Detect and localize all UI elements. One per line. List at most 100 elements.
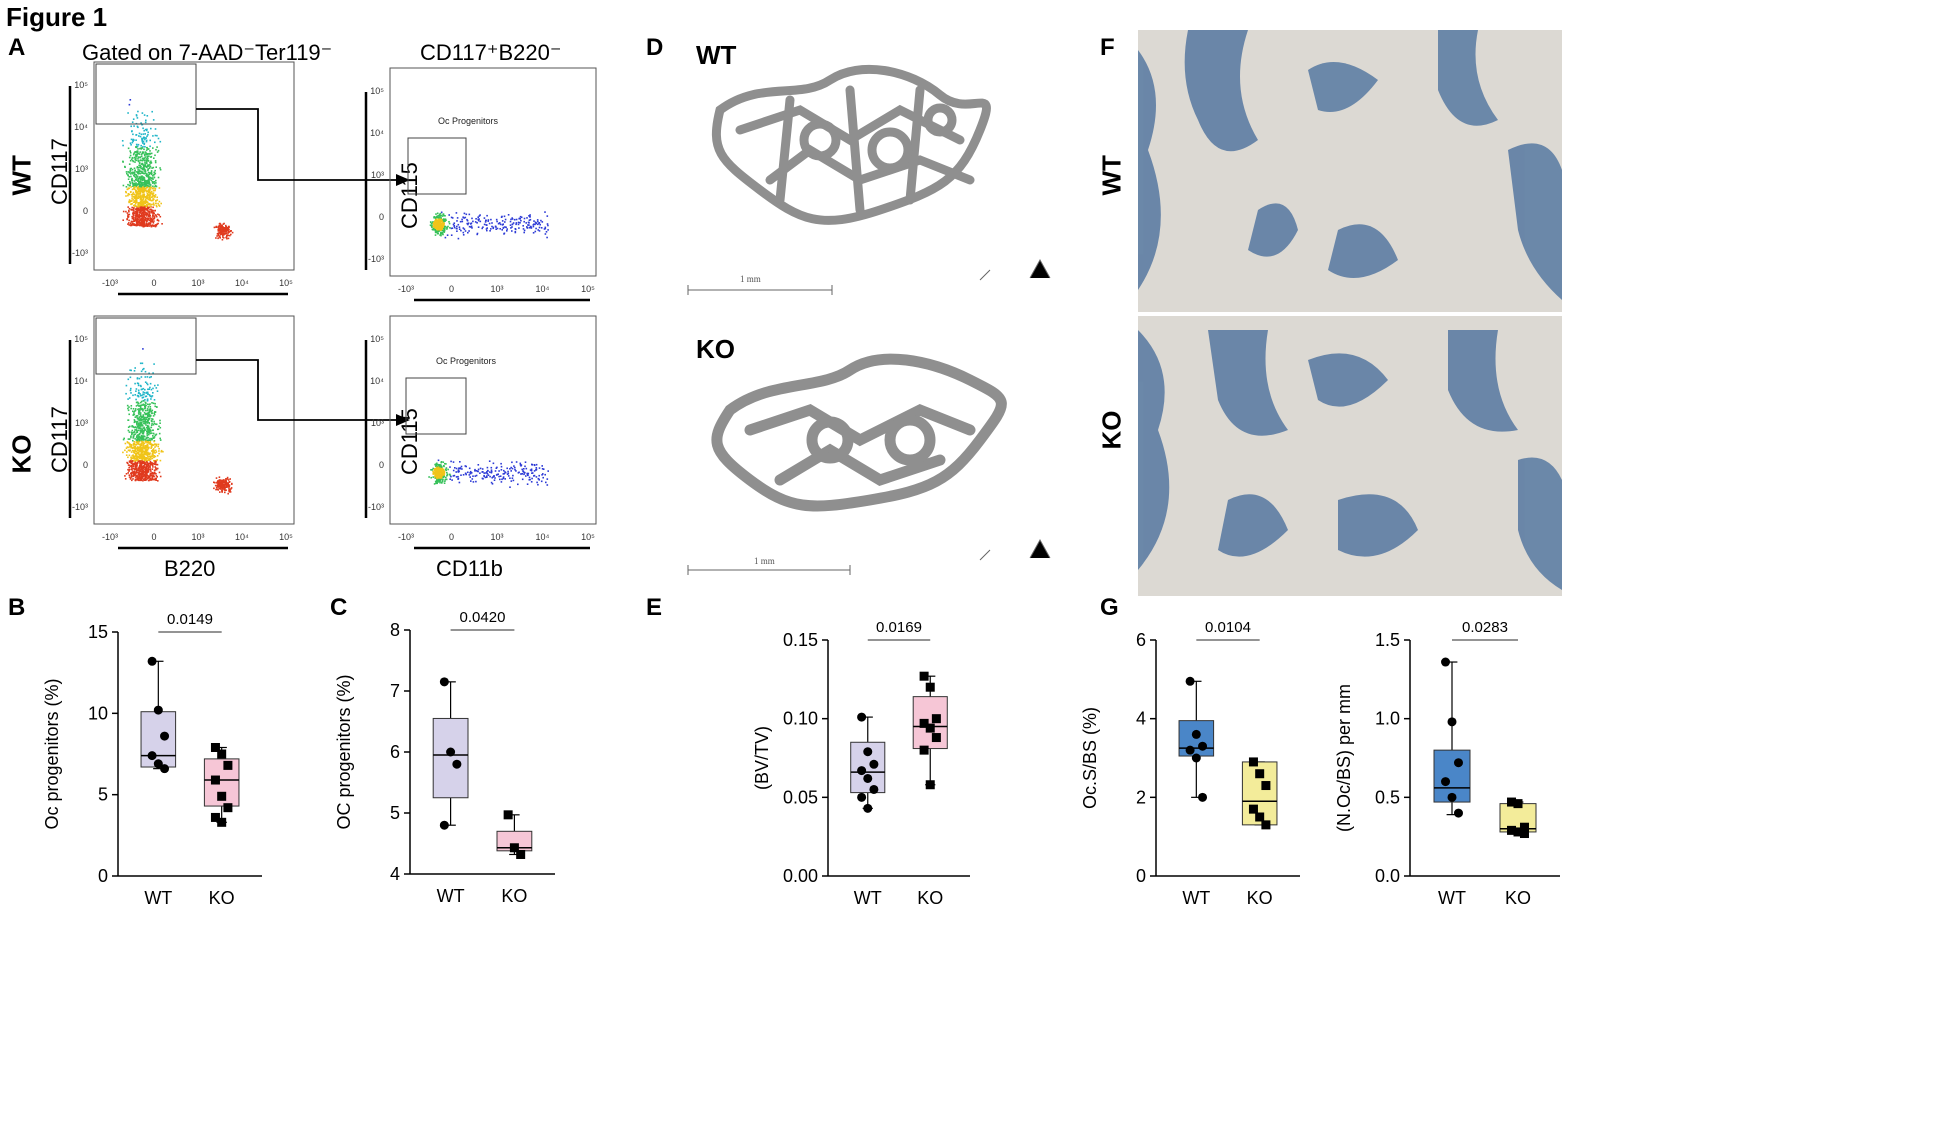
flow-y-tick-label: 10³: [371, 170, 384, 180]
data-point: [153, 759, 163, 769]
data-point: [925, 723, 935, 733]
data-point: [1519, 829, 1529, 839]
panel-letter-c: C: [330, 594, 348, 621]
data-point: [439, 677, 449, 687]
data-point: [1185, 676, 1195, 686]
y-tick-label: 4: [1136, 709, 1146, 729]
box-group-wt: WT: [850, 712, 886, 908]
x-category-label: WT: [437, 886, 465, 906]
data-point: [1441, 657, 1451, 667]
panel-letter-e: E: [646, 594, 663, 621]
box-plot-g2: 0.0 0.5 1.0 1.5 (N.Oc/BS) per mm WT KO 0.0283: [1334, 619, 1560, 908]
microct-bone-wt: [711, 64, 991, 225]
flow-plot-3: -10³ 0 10³ 10⁴ 10⁵ 10⁵ 10⁴ 10³ 0 -10³: [68, 315, 410, 550]
box-group-ko: KO: [1499, 797, 1537, 908]
data-point: [147, 751, 157, 761]
gate-arrow-head: [396, 414, 410, 426]
data-point: [1198, 792, 1208, 802]
microct-render: [687, 64, 1051, 575]
flow-gate-label: Oc Progenitors: [436, 356, 497, 366]
microct-label-wt: WT: [696, 40, 737, 70]
flow-y-tick-label: 0: [83, 206, 88, 216]
y-tick-label: 0.0: [1375, 866, 1400, 886]
flow-y-tick-label: -10³: [368, 254, 384, 264]
data-point: [1513, 827, 1523, 837]
scale-bar-label-wt: 1 mm: [740, 274, 761, 284]
microct-label-ko: KO: [696, 334, 735, 364]
panel-letter-b: B: [8, 594, 26, 621]
flow-y-tick-label: 10⁴: [370, 376, 384, 386]
flow-x-tick-label: 10⁴: [235, 532, 249, 542]
flow-x-tick-label: -10³: [398, 284, 414, 294]
flow-x-tick-label: 10⁵: [581, 284, 595, 294]
y-axis-label: Oc progenitors (%): [42, 678, 62, 829]
p-value-label: 0.0169: [876, 619, 922, 636]
flow-x-tick-label: -10³: [398, 532, 414, 542]
gate-arrow-head: [396, 174, 410, 186]
flow-y-tick-label: -10³: [368, 502, 384, 512]
flow-y-tick-label: -10³: [72, 502, 88, 512]
data-point: [210, 812, 220, 822]
flow-x-label-cd11b: CD11b: [436, 556, 503, 581]
flow-x-tick-label: 10³: [191, 278, 204, 288]
box: [850, 741, 886, 794]
data-point: [1261, 781, 1271, 791]
flow-y-tick-label: 10⁴: [74, 376, 88, 386]
data-point: [160, 731, 170, 741]
box: [432, 717, 469, 799]
y-tick-label: 1.5: [1375, 630, 1400, 650]
flow-x-tick-label: 10⁴: [235, 278, 249, 288]
data-point: [509, 843, 519, 853]
data-point: [925, 682, 935, 692]
data-point: [863, 803, 873, 813]
data-point: [1441, 777, 1451, 787]
data-point: [1519, 822, 1529, 832]
flow-x-tick-label: 0: [449, 532, 454, 542]
box-plot-e: 0.00 0.05 0.10 0.15 (BV/TV) WT KO 0.0169: [752, 619, 970, 908]
data-point: [919, 671, 929, 681]
data-point: [1453, 758, 1463, 768]
box-group-ko: KO: [1241, 757, 1278, 908]
flow-y-tick-label: -10³: [72, 248, 88, 258]
data-point: [863, 747, 873, 757]
data-point: [1513, 799, 1523, 809]
y-tick-label: 8: [390, 620, 400, 640]
box-group-wt: WT: [432, 677, 469, 906]
y-tick-label: 0.15: [783, 630, 818, 650]
flow-x-tick-label: 10⁵: [279, 532, 293, 542]
p-value-label: 0.0104: [1205, 619, 1251, 636]
box: [1499, 803, 1537, 833]
y-tick-label: 5: [390, 803, 400, 823]
histology-images: [1138, 30, 1562, 596]
data-point: [1447, 717, 1457, 727]
data-point: [147, 656, 157, 666]
data-point: [446, 747, 456, 757]
flow-plot-frame: [389, 67, 597, 277]
flow-x-label-b220: B220: [164, 556, 216, 581]
box-plot-b: 0 5 10 15 Oc progenitors (%) WT KO 0.0149: [42, 611, 262, 908]
y-tick-label: 6: [1136, 630, 1146, 650]
flow-y-tick-label: 10⁵: [370, 334, 384, 344]
data-point: [857, 792, 867, 802]
flow-y-tick-label: 10³: [371, 418, 384, 428]
y-tick-label: 2: [1136, 787, 1146, 807]
flow-x-tick-label: 0: [151, 278, 156, 288]
flow-events: [428, 459, 549, 488]
data-point: [1507, 797, 1517, 807]
flow-y-tick-label: 10⁴: [74, 122, 88, 132]
flow-gate: [405, 377, 467, 435]
flow-gate: [95, 317, 197, 375]
x-category-label: WT: [144, 888, 172, 908]
panel-letter-d: D: [646, 34, 664, 61]
flow-y-tick-label: 10⁵: [370, 86, 384, 96]
data-point: [223, 803, 233, 813]
data-point: [217, 749, 227, 759]
data-point: [503, 810, 513, 820]
data-point: [869, 759, 879, 769]
x-category-label: KO: [917, 888, 943, 908]
box-group-wt: WT: [140, 656, 177, 908]
flow-x-tick-label: -10³: [102, 278, 118, 288]
flow-plot-1: -10³ 0 10³ 10⁴ 10⁵ 10⁵ 10⁴ 10³ 0 -10³: [68, 61, 410, 296]
data-point: [210, 775, 220, 785]
figure-title: Figure 1: [6, 2, 108, 32]
